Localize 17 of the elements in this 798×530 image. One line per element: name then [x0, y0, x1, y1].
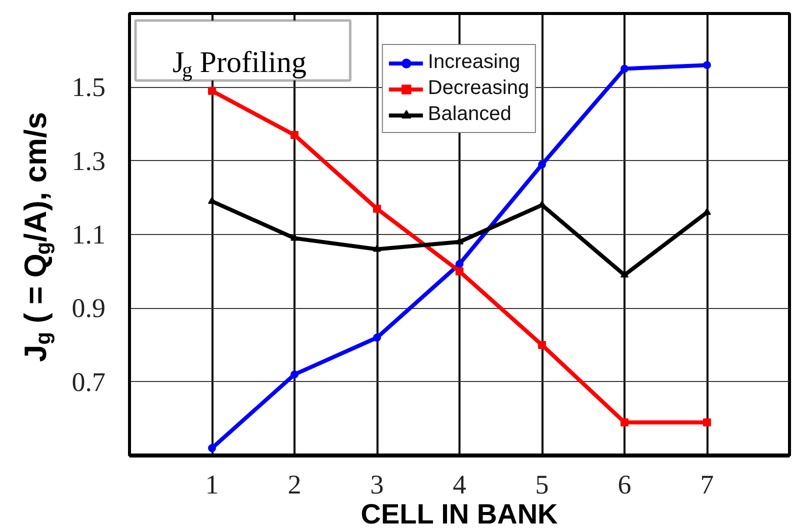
legend-label: Decreasing — [428, 77, 530, 100]
x-tick-label: 2 — [288, 470, 302, 500]
y-tick-label: 1.1 — [72, 220, 106, 250]
x-tick-label: 3 — [370, 470, 384, 500]
y-axis-title: Jg ( = Qg/A), cm/s — [18, 112, 56, 362]
x-axis-title: CELL IN BANK — [360, 498, 558, 530]
x-tick-label: 4 — [452, 470, 467, 500]
y-tick-label: 1.3 — [72, 146, 106, 176]
legend-label: Increasing — [428, 51, 520, 74]
x-tick-label: 6 — [618, 470, 632, 500]
legend-label: Balanced — [428, 103, 512, 126]
y-tick-label: 0.9 — [72, 293, 106, 324]
x-tick-label: 1 — [205, 470, 219, 500]
x-tick-label: 5 — [535, 470, 549, 500]
x-tick-label: 7 — [700, 470, 714, 500]
y-tick-label: 0.7 — [72, 366, 106, 397]
y-tick-label: 1.5 — [72, 72, 106, 102]
